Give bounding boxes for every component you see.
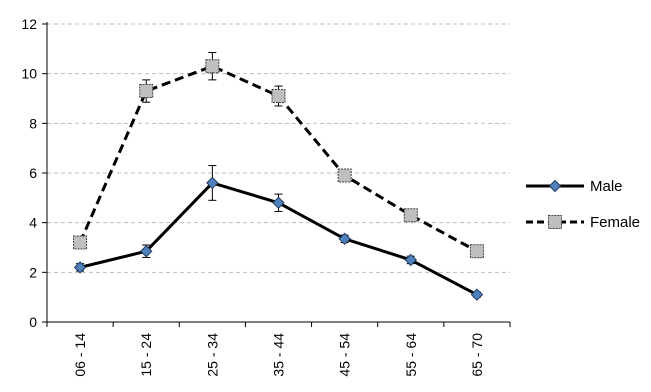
data-point-female <box>337 168 352 183</box>
y-tick-label: 0 <box>29 314 37 330</box>
data-point-female <box>403 208 418 223</box>
data-point-female <box>139 84 154 99</box>
y-tick-label: 12 <box>21 16 37 32</box>
x-tick-label: 55 - 64 <box>403 333 419 377</box>
legend-marker-male <box>548 179 562 193</box>
data-point-male <box>404 253 417 267</box>
data-point-male <box>206 176 219 190</box>
legend-label-male: Male <box>590 178 623 195</box>
data-point-female <box>73 235 88 250</box>
y-tick-label: 6 <box>29 165 37 181</box>
legend-label-female: Female <box>590 214 640 231</box>
data-point-female <box>271 89 286 104</box>
x-tick-label: 06 - 14 <box>72 333 88 377</box>
axes <box>42 22 511 327</box>
x-tick-label: 15 - 24 <box>138 333 154 377</box>
data-point-male <box>272 196 285 210</box>
legend: Male Female <box>526 178 640 231</box>
x-tick-label: 65 - 70 <box>469 333 485 377</box>
data-point-male <box>470 288 484 301</box>
y-tick-label: 8 <box>29 115 37 131</box>
y-tick-label: 10 <box>21 66 37 82</box>
data-point-female <box>469 244 484 259</box>
y-tick-label: 2 <box>29 264 37 280</box>
data-point-male <box>338 232 351 246</box>
data-point-male <box>140 245 153 258</box>
x-tick-label: 45 - 54 <box>337 333 353 377</box>
legend-marker-female <box>548 215 562 229</box>
x-tick-label: 35 - 44 <box>271 333 287 377</box>
data-point-female <box>205 59 220 74</box>
tick-labels: 0 2 4 6 8 10 12 06 - 14 15 - 24 25 - 34 35 - 44 45 … <box>21 16 485 377</box>
data-point-male <box>73 261 87 274</box>
series-markers <box>73 59 484 301</box>
gridlines <box>47 23 510 273</box>
x-tick-label: 25 - 34 <box>204 333 220 377</box>
y-tick-label: 4 <box>29 215 37 231</box>
